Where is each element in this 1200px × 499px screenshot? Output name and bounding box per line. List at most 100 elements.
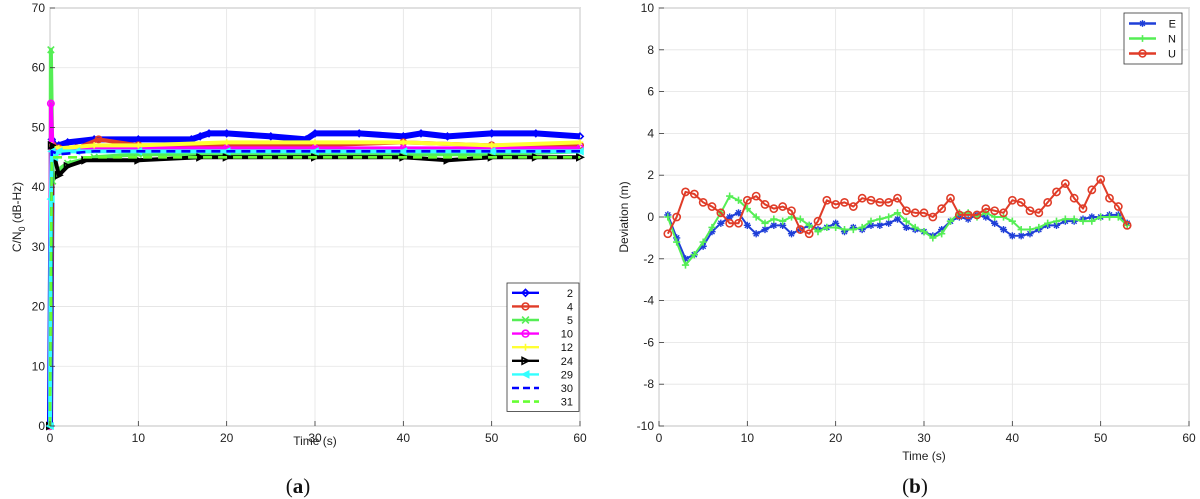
chart-b: 0 10 20 30 40 50 60 -10 -8 -6 -4 -2 0 2 4 6 8 10 Time (s)… [617, 1, 1196, 498]
data-point-2 [531, 129, 541, 138]
y-tick-label: 60 [32, 61, 46, 75]
data-point-U [1087, 185, 1097, 195]
data-point-U [1034, 208, 1044, 218]
data-point-N [761, 219, 769, 227]
legend-marker-24 [521, 356, 531, 366]
data-point-E [832, 219, 840, 227]
data-point-N [814, 228, 822, 236]
chart-b-ticks: 0 10 20 30 40 50 60 -10 -8 -6 -4 -2 0 2 4 6 8 10 [637, 1, 1196, 445]
data-point-2 [310, 129, 320, 138]
chart-a-series [45, 46, 585, 431]
data-point-U [1105, 193, 1114, 203]
data-point-U [1096, 174, 1106, 184]
data-point-U [1060, 179, 1070, 188]
data-point-N [726, 192, 734, 200]
y-tick-label: -6 [643, 335, 654, 349]
data-point-N [938, 230, 946, 238]
data-point-24 [575, 152, 585, 162]
data-point-N [876, 215, 884, 223]
data-point-U [663, 229, 673, 239]
data-point-E [893, 215, 902, 223]
data-point-12 [223, 139, 230, 146]
legend-label-29: 29 [561, 369, 573, 381]
data-point-N [1052, 217, 1061, 225]
legend-marker-U [1138, 49, 1147, 58]
data-point-N [1079, 217, 1087, 225]
legend-item-N: N [1129, 34, 1176, 46]
data-point-E [867, 221, 875, 229]
data-point-U [848, 202, 858, 211]
data-point-24 [47, 140, 57, 150]
data-point-U [751, 191, 761, 201]
data-point-U [1016, 197, 1026, 207]
legend-label-5: 5 [567, 315, 573, 327]
data-point-E [938, 225, 946, 234]
data-point-N [885, 213, 893, 221]
legend-label-N: N [1168, 34, 1176, 46]
data-point-N [779, 217, 787, 225]
series-line-12 [48, 140, 581, 427]
data-point-E [1026, 230, 1034, 238]
data-point-N [770, 215, 778, 223]
data-point-U [901, 206, 911, 216]
y-tick-label: 10 [32, 359, 46, 373]
chart-b-legend: ENU [1123, 12, 1183, 65]
chart-a-ticks: 0 10 20 30 40 50 60 0 10 20 30 40 50 60 70 [32, 1, 587, 445]
data-point-N [1044, 219, 1052, 227]
y-tick-label: 6 [647, 85, 654, 99]
data-point-N [708, 223, 716, 232]
data-point-U [954, 210, 964, 220]
data-point-E [681, 255, 690, 263]
panel-label-b: (b) [902, 474, 928, 498]
data-point-24 [63, 161, 73, 171]
data-point-U [937, 204, 947, 214]
data-point-U [919, 208, 929, 218]
data-point-E [1088, 213, 1096, 221]
legend-label-4: 4 [567, 301, 573, 313]
data-point-E [999, 225, 1008, 234]
data-point-U [813, 216, 823, 226]
data-point-U [875, 197, 885, 207]
y-tick-label: 0 [647, 210, 654, 224]
legend-marker-N [1139, 35, 1146, 42]
x-tick-label: 20 [220, 431, 234, 445]
data-point-2 [416, 129, 426, 138]
data-point-N [1105, 213, 1114, 221]
data-point-U [1043, 197, 1053, 207]
data-point-U [787, 206, 796, 216]
data-point-N [1008, 217, 1016, 225]
data-point-10 [46, 99, 55, 108]
x-tick-label: 10 [741, 431, 755, 445]
data-point-N [920, 228, 928, 236]
legend-item-2: 2 [512, 288, 573, 300]
data-point-U [1052, 187, 1061, 197]
data-point-2 [487, 129, 496, 138]
legend-item-5: 5 [512, 315, 573, 327]
data-point-U [910, 208, 920, 218]
data-point-N [946, 217, 955, 225]
chart-a-ylabel-main: C/N [10, 232, 24, 253]
legend-label-30: 30 [561, 383, 573, 395]
legend-marker-5 [521, 316, 530, 324]
panel-label-a-letter: a [293, 474, 304, 498]
data-point-E [1017, 232, 1025, 240]
series-30 [48, 150, 580, 427]
chart-b-xlabel: Time (s) [902, 449, 946, 463]
legend-label-12: 12 [561, 342, 573, 354]
legend-item-29: 29 [512, 369, 573, 381]
data-point-12 [135, 142, 142, 149]
legend-label-E: E [1169, 19, 1176, 31]
data-point-24 [531, 152, 541, 162]
chart-a-xlabel: Time (s) [293, 434, 337, 448]
x-tick-label: 40 [1006, 431, 1020, 445]
chart-a-ylabel-sub: 0 [17, 226, 27, 231]
data-point-E [1008, 232, 1016, 240]
data-point-U [972, 210, 982, 220]
data-point-2 [63, 138, 72, 147]
data-point-U [840, 197, 849, 207]
y-tick-label: 0 [38, 419, 45, 433]
data-point-N [1070, 215, 1078, 223]
